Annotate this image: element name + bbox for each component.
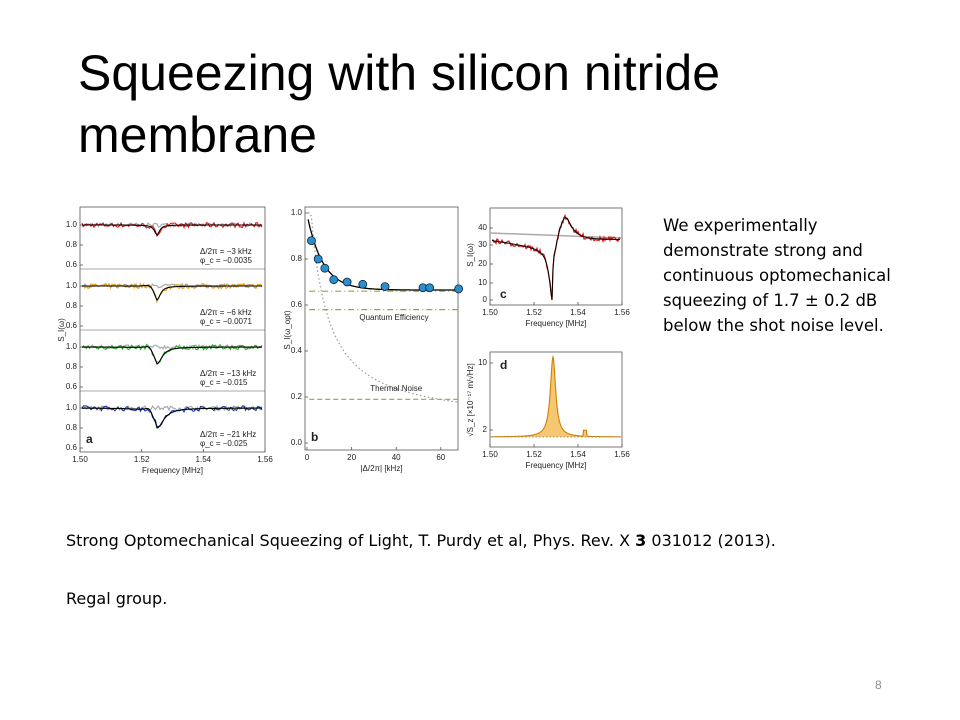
citation-rest: 031012 (2013).	[646, 531, 776, 550]
x-tick-label: 1.50	[482, 450, 498, 459]
panel-label: c	[500, 287, 507, 301]
y-tick-label: 1.0	[291, 208, 303, 217]
reference-line	[489, 232, 623, 239]
y-tick-label: 0	[483, 295, 488, 304]
y-tick-label: 0.6	[66, 260, 78, 269]
panel-frame	[489, 351, 623, 448]
fit-curve	[82, 224, 262, 236]
data-point	[307, 236, 316, 246]
fit-curve	[82, 284, 262, 302]
annotation: Δ/2π = −6 kHz	[200, 308, 252, 317]
data-point	[313, 254, 323, 264]
fit-curve	[491, 217, 620, 301]
y-tick-label: 0.8	[291, 254, 303, 263]
data-point	[329, 275, 339, 285]
x-tick-label: 1.50	[72, 455, 88, 464]
y-tick-label: 30	[478, 240, 487, 249]
annotation: Δ/2π = −3 kHz	[200, 247, 252, 256]
x-tick-label: 40	[392, 453, 401, 462]
y-axis-title: S_I(ω_opt)	[283, 310, 292, 349]
data-trace	[81, 221, 263, 238]
page-number: 8	[875, 678, 882, 692]
y-tick-label: 0.8	[66, 423, 78, 432]
annotation: Δ/2π = −13 kHz	[200, 369, 256, 378]
x-tick-label: 1.56	[614, 308, 630, 317]
annotation: φ_c = −0.0071	[200, 317, 252, 326]
data-trace	[81, 343, 263, 363]
panel-label: d	[500, 358, 507, 372]
x-tick-label: 20	[347, 453, 356, 462]
annotation: Δ/2π = −21 kHz	[200, 430, 256, 439]
annotation: φ_c = −0.025	[200, 439, 248, 448]
y-tick-label: 20	[478, 259, 487, 268]
citation-volume: 3	[635, 531, 647, 550]
data-point	[380, 282, 390, 292]
x-axis-title: |Δ/2π| [kHz]	[360, 464, 402, 473]
annotation: φ_c = −0.015	[200, 378, 248, 387]
thermal-decay-curve	[308, 212, 459, 403]
x-tick-label: 0	[305, 453, 310, 462]
data-trace	[491, 213, 621, 300]
slide-title: Squeezing with silicon nitride membrane	[78, 45, 721, 163]
y-tick-label: 10	[478, 278, 487, 287]
y-tick-label: 0.4	[291, 346, 303, 355]
x-tick-label: 1.52	[134, 455, 150, 464]
y-tick-label: 0.8	[66, 362, 78, 371]
data-point	[342, 277, 352, 287]
y-tick-label: 0.2	[291, 392, 303, 401]
y-tick-label: 0.0	[291, 438, 303, 447]
y-axis-title: S_I(ω)	[57, 318, 66, 342]
data-point	[320, 263, 330, 273]
panel-label: b	[311, 430, 318, 444]
y-tick-label: 10	[478, 358, 487, 367]
x-tick-label: 1.56	[257, 455, 273, 464]
x-axis-title: Frequency [MHz]	[526, 461, 587, 470]
x-axis-title: Frequency [MHz]	[142, 466, 203, 475]
annotation: Quantum Efficiency	[359, 313, 428, 322]
y-axis-title: √S_z [×10⁻¹⁷ m/√Hz]	[466, 363, 475, 436]
y-tick-label: 1.0	[66, 342, 78, 351]
data-point	[425, 283, 435, 293]
y-tick-label: 0.6	[291, 300, 303, 309]
group: Regal group.	[66, 589, 168, 608]
x-tick-label: 1.50	[482, 308, 498, 317]
y-tick-label: 1.0	[66, 220, 78, 229]
data-point	[454, 284, 464, 294]
x-axis-title: Frequency [MHz]	[526, 319, 587, 328]
y-tick-label: 0.6	[66, 443, 78, 452]
x-tick-label: 60	[436, 453, 445, 462]
y-tick-label: 0.6	[66, 382, 78, 391]
y-tick-label: 2	[483, 425, 488, 434]
panel-frame	[489, 207, 623, 306]
y-tick-label: 1.0	[66, 403, 78, 412]
x-tick-label: 1.52	[526, 450, 542, 459]
annotation: φ_c = −0.0035	[200, 256, 252, 265]
citation: Strong Optomechanical Squeezing of Light…	[66, 531, 776, 550]
panel-label: a	[86, 432, 93, 446]
citation-text: Strong Optomechanical Squeezing of Light…	[66, 531, 636, 550]
x-tick-label: 1.52	[526, 308, 542, 317]
fit-curve	[82, 407, 262, 429]
fit-curve	[82, 346, 262, 365]
y-tick-label: 0.8	[66, 240, 78, 249]
x-tick-label: 1.54	[570, 308, 586, 317]
x-tick-label: 1.56	[614, 450, 630, 459]
description: We experimentally demonstrate strong and…	[663, 216, 891, 335]
y-tick-label: 0.8	[66, 301, 78, 310]
y-axis-title: S_I(ω)	[466, 243, 475, 267]
panel-frame	[304, 206, 459, 451]
x-tick-label: 1.54	[570, 450, 586, 459]
data-point	[358, 279, 368, 289]
y-tick-label: 0.6	[66, 321, 78, 330]
annotation: Thermal Noise	[370, 384, 423, 393]
y-tick-label: 40	[478, 223, 487, 232]
x-tick-label: 1.54	[196, 455, 212, 464]
y-tick-label: 1.0	[66, 281, 78, 290]
panel-frame	[79, 206, 266, 453]
